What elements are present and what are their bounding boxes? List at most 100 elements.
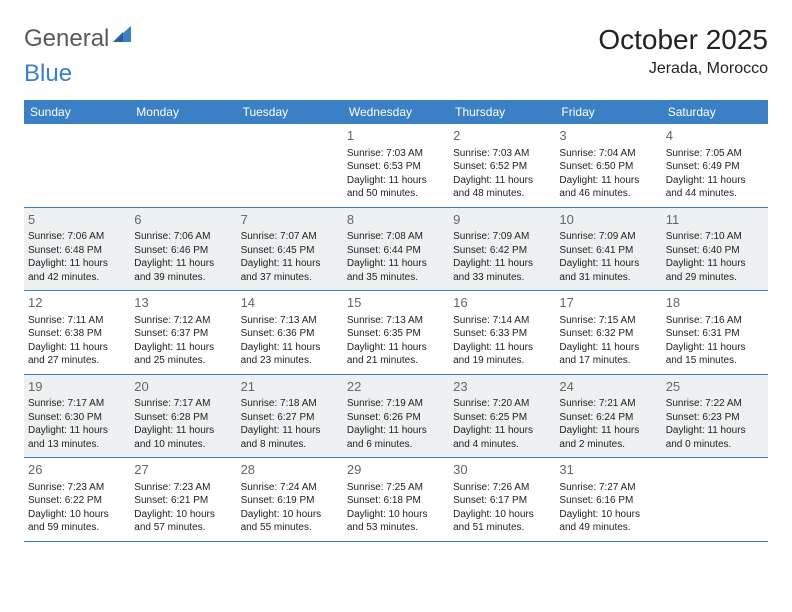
day-cell: 20Sunrise: 7:17 AMSunset: 6:28 PMDayligh…: [130, 375, 236, 458]
day-cell: [237, 124, 343, 207]
daylight-text: Daylight: 10 hours and 57 minutes.: [134, 508, 232, 535]
day-number: 22: [347, 378, 445, 396]
calendar: Sunday Monday Tuesday Wednesday Thursday…: [24, 100, 768, 542]
day-number: 23: [453, 378, 551, 396]
sunset-text: Sunset: 6:38 PM: [28, 327, 126, 341]
sunset-text: Sunset: 6:17 PM: [453, 494, 551, 508]
logo: General: [24, 24, 135, 53]
daylight-text: Daylight: 11 hours and 35 minutes.: [347, 257, 445, 284]
sunrise-text: Sunrise: 7:27 AM: [559, 481, 657, 495]
day-number: 17: [559, 294, 657, 312]
sunrise-text: Sunrise: 7:23 AM: [134, 481, 232, 495]
daylight-text: Daylight: 11 hours and 46 minutes.: [559, 174, 657, 201]
day-number: 3: [559, 127, 657, 145]
location-label: Jerada, Morocco: [598, 60, 768, 78]
daylight-text: Daylight: 11 hours and 50 minutes.: [347, 174, 445, 201]
sunset-text: Sunset: 6:21 PM: [134, 494, 232, 508]
daylight-text: Daylight: 11 hours and 15 minutes.: [666, 341, 764, 368]
month-title: October 2025: [598, 24, 768, 56]
day-number: 12: [28, 294, 126, 312]
daylight-text: Daylight: 11 hours and 21 minutes.: [347, 341, 445, 368]
day-number: 21: [241, 378, 339, 396]
daylight-text: Daylight: 11 hours and 44 minutes.: [666, 174, 764, 201]
day-cell: [662, 458, 768, 541]
day-number: 31: [559, 461, 657, 479]
sunrise-text: Sunrise: 7:17 AM: [28, 397, 126, 411]
daylight-text: Daylight: 11 hours and 6 minutes.: [347, 424, 445, 451]
logo-sail-icon: [111, 24, 133, 53]
daylight-text: Daylight: 11 hours and 39 minutes.: [134, 257, 232, 284]
day-number: 15: [347, 294, 445, 312]
sunrise-text: Sunrise: 7:21 AM: [559, 397, 657, 411]
sunrise-text: Sunrise: 7:08 AM: [347, 230, 445, 244]
daylight-text: Daylight: 11 hours and 48 minutes.: [453, 174, 551, 201]
sunrise-text: Sunrise: 7:12 AM: [134, 314, 232, 328]
sunset-text: Sunset: 6:19 PM: [241, 494, 339, 508]
sunrise-text: Sunrise: 7:25 AM: [347, 481, 445, 495]
sunrise-text: Sunrise: 7:13 AM: [241, 314, 339, 328]
day-cell: 28Sunrise: 7:24 AMSunset: 6:19 PMDayligh…: [237, 458, 343, 541]
day-number: 7: [241, 211, 339, 229]
day-number: 16: [453, 294, 551, 312]
sunrise-text: Sunrise: 7:24 AM: [241, 481, 339, 495]
sunset-text: Sunset: 6:46 PM: [134, 244, 232, 258]
daylight-text: Daylight: 10 hours and 51 minutes.: [453, 508, 551, 535]
day-cell: 27Sunrise: 7:23 AMSunset: 6:21 PMDayligh…: [130, 458, 236, 541]
day-cell: 21Sunrise: 7:18 AMSunset: 6:27 PMDayligh…: [237, 375, 343, 458]
day-number: 30: [453, 461, 551, 479]
dayname-tue: Tuesday: [237, 100, 343, 124]
daylight-text: Daylight: 11 hours and 27 minutes.: [28, 341, 126, 368]
day-cell: 25Sunrise: 7:22 AMSunset: 6:23 PMDayligh…: [662, 375, 768, 458]
sunset-text: Sunset: 6:52 PM: [453, 160, 551, 174]
day-number: 28: [241, 461, 339, 479]
sunrise-text: Sunrise: 7:19 AM: [347, 397, 445, 411]
day-number: 8: [347, 211, 445, 229]
day-number: 18: [666, 294, 764, 312]
day-number: 20: [134, 378, 232, 396]
day-cell: [24, 124, 130, 207]
day-number: 13: [134, 294, 232, 312]
sunrise-text: Sunrise: 7:26 AM: [453, 481, 551, 495]
week-row: 5Sunrise: 7:06 AMSunset: 6:48 PMDaylight…: [24, 208, 768, 292]
day-cell: [130, 124, 236, 207]
day-cell: 2Sunrise: 7:03 AMSunset: 6:52 PMDaylight…: [449, 124, 555, 207]
sunrise-text: Sunrise: 7:04 AM: [559, 147, 657, 161]
sunset-text: Sunset: 6:16 PM: [559, 494, 657, 508]
day-cell: 23Sunrise: 7:20 AMSunset: 6:25 PMDayligh…: [449, 375, 555, 458]
sunrise-text: Sunrise: 7:23 AM: [28, 481, 126, 495]
daylight-text: Daylight: 11 hours and 19 minutes.: [453, 341, 551, 368]
daylight-text: Daylight: 11 hours and 42 minutes.: [28, 257, 126, 284]
daylight-text: Daylight: 10 hours and 49 minutes.: [559, 508, 657, 535]
sunset-text: Sunset: 6:32 PM: [559, 327, 657, 341]
daylight-text: Daylight: 11 hours and 13 minutes.: [28, 424, 126, 451]
sunrise-text: Sunrise: 7:11 AM: [28, 314, 126, 328]
day-number: 24: [559, 378, 657, 396]
day-cell: 16 Sunrise: 7:14 AMSunset: 6:33 PMDayligh…: [449, 291, 555, 374]
daylight-text: Daylight: 11 hours and 10 minutes.: [134, 424, 232, 451]
sunset-text: Sunset: 6:30 PM: [28, 411, 126, 425]
day-cell: 14Sunrise: 7:13 AMSunset: 6:36 PMDayligh…: [237, 291, 343, 374]
daylight-text: Daylight: 11 hours and 33 minutes.: [453, 257, 551, 284]
daylight-text: Daylight: 11 hours and 0 minutes.: [666, 424, 764, 451]
sunrise-text: Sunrise: 7:07 AM: [241, 230, 339, 244]
day-number: 26: [28, 461, 126, 479]
sunrise-text: Sunrise: 7:17 AM: [134, 397, 232, 411]
sunrise-text: Sunrise: 7:16 AM: [666, 314, 764, 328]
weeks-container: 1Sunrise: 7:03 AMSunset: 6:53 PMDaylight…: [24, 124, 768, 542]
sunset-text: Sunset: 6:36 PM: [241, 327, 339, 341]
sunset-text: Sunset: 6:23 PM: [666, 411, 764, 425]
sunset-text: Sunset: 6:44 PM: [347, 244, 445, 258]
day-number: 19: [28, 378, 126, 396]
sunrise-text: Sunrise: 7:10 AM: [666, 230, 764, 244]
day-cell: 13Sunrise: 7:12 AMSunset: 6:37 PMDayligh…: [130, 291, 236, 374]
daylight-text: Daylight: 11 hours and 8 minutes.: [241, 424, 339, 451]
day-number: 14: [241, 294, 339, 312]
day-cell: 5Sunrise: 7:06 AMSunset: 6:48 PMDaylight…: [24, 208, 130, 291]
day-cell: 8Sunrise: 7:08 AMSunset: 6:44 PMDaylight…: [343, 208, 449, 291]
dayname-row: Sunday Monday Tuesday Wednesday Thursday…: [24, 100, 768, 124]
sunset-text: Sunset: 6:33 PM: [453, 327, 551, 341]
logo-text-first: General: [24, 25, 109, 53]
sunrise-text: Sunrise: 7:14 AM: [453, 314, 551, 328]
sunrise-text: Sunrise: 7:09 AM: [453, 230, 551, 244]
sunset-text: Sunset: 6:28 PM: [134, 411, 232, 425]
